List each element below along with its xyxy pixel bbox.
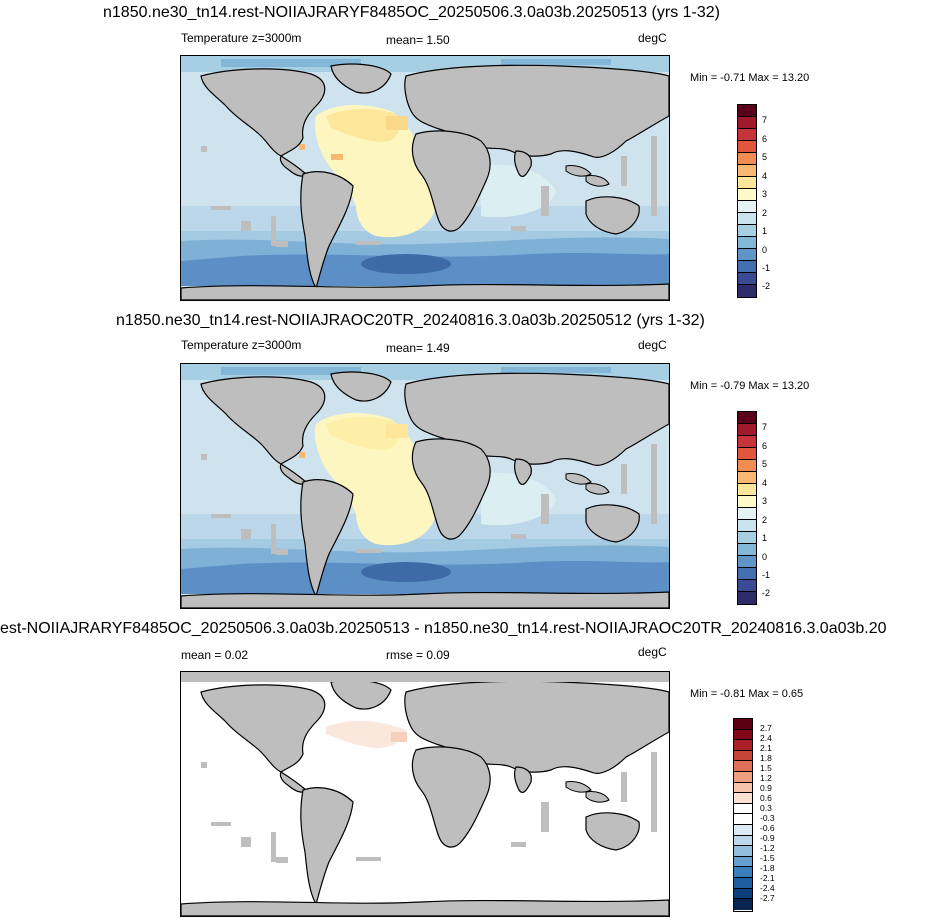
panel2-colorbar-ticks: 7 6 5 4 3 2 1 0 -1 -2 xyxy=(762,411,792,603)
colorbar-tick-label: 0 xyxy=(762,245,768,255)
colorbar-tick-label: 7 xyxy=(762,422,768,432)
colorbar-tick-label: 2.1 xyxy=(760,743,772,753)
panel3-units-label: degC xyxy=(638,645,667,659)
colorbar-tick-label: -0.6 xyxy=(760,823,775,833)
colorbar-tick-label: 1.8 xyxy=(760,753,772,763)
panel1-colorbar xyxy=(737,104,757,298)
panel2-variable-label: Temperature z=3000m xyxy=(181,338,302,352)
colorbar-tick-label: 3 xyxy=(762,189,768,199)
panel2-map xyxy=(180,363,670,609)
colorbar-tick-label: 0.6 xyxy=(760,793,772,803)
panel3-map xyxy=(180,671,670,917)
panel1-units-label: degC xyxy=(638,31,667,45)
panel2-title: n1850.ne30_tn14.rest-NOIIAJRAOC20TR_2024… xyxy=(116,312,705,329)
colorbar-tick-label: 2 xyxy=(762,515,768,525)
colorbar-tick-label: -1 xyxy=(762,570,771,580)
panel1-map xyxy=(180,55,670,301)
colorbar-tick-label: 1 xyxy=(762,226,768,236)
colorbar-tick-label: -2.7 xyxy=(760,893,775,903)
panel2-minmax-label: Min = -0.79 Max = 13.20 xyxy=(690,380,810,392)
panel1-title: n1850.ne30_tn14.rest-NOIIAJRARYF8485OC_2… xyxy=(103,4,721,21)
colorbar-tick-label: -1 xyxy=(762,263,771,273)
panel2-units-label: degC xyxy=(638,338,667,352)
colorbar-tick-label: -2.1 xyxy=(760,873,775,883)
panel3-title: est-NOIIAJRARYF8485OC_20250506.3.0a03b.2… xyxy=(0,620,887,637)
panel2-colorbar xyxy=(737,411,757,605)
panel1-variable-label: Temperature z=3000m xyxy=(181,31,302,45)
panel3-mean-label: mean = 0.02 xyxy=(181,648,249,662)
colorbar-tick-label: -1.8 xyxy=(760,863,775,873)
colorbar-tick-label: 0.3 xyxy=(760,803,772,813)
colorbar-tick-label: 3 xyxy=(762,496,768,506)
colorbar-tick-label: -1.2 xyxy=(760,843,775,853)
colorbar-tick-label: 4 xyxy=(762,171,768,181)
colorbar-tick-label: 0.9 xyxy=(760,783,772,793)
colorbar-tick-label: -2 xyxy=(762,281,771,291)
colorbar-tick-label: 1 xyxy=(762,533,768,543)
panel1-mean-label: mean= 1.50 xyxy=(386,33,450,47)
panel2-map-svg xyxy=(181,364,669,608)
panel3-colorbar xyxy=(733,718,753,912)
colorbar-tick-label: 5 xyxy=(762,152,768,162)
colorbar-tick-label: 5 xyxy=(762,459,768,469)
colorbar-tick-label: 0 xyxy=(762,552,768,562)
colorbar-tick-label: -2 xyxy=(762,588,771,598)
colorbar-tick-label: 2.4 xyxy=(760,733,772,743)
panel3-rmse-label: rmse = 0.09 xyxy=(386,648,450,662)
colorbar-tick-label: 6 xyxy=(762,441,768,451)
colorbar-tick-label: -1.5 xyxy=(760,853,775,863)
colorbar-tick-label: -0.3 xyxy=(760,813,775,823)
colorbar-tick-label: -2.4 xyxy=(760,883,775,893)
colorbar-tick-label: -0.9 xyxy=(760,833,775,843)
panel1-colorbar-ticks: 7 6 5 4 3 2 1 0 -1 -2 xyxy=(762,104,792,296)
panel1-map-svg xyxy=(181,56,669,300)
colorbar-tick-label: 6 xyxy=(762,134,768,144)
panel2-mean-label: mean= 1.49 xyxy=(386,341,450,355)
panel3-map-svg xyxy=(181,672,669,916)
colorbar-tick-label: 1.2 xyxy=(760,773,772,783)
panel1-minmax-label: Min = -0.71 Max = 13.20 xyxy=(690,72,810,84)
panel3-colorbar-ticks: 2.7 2.4 2.1 1.8 1.5 1.2 0.9 0.6 0.3 -0.3… xyxy=(760,718,794,910)
colorbar-tick-label: 1.5 xyxy=(760,763,772,773)
colorbar-tick-label: 2.7 xyxy=(760,723,772,733)
colorbar-tick-label: 2 xyxy=(762,208,768,218)
colorbar-tick-label: 7 xyxy=(762,115,768,125)
panel3-minmax-label: Min = -0.81 Max = 0.65 xyxy=(690,688,804,700)
colorbar-tick-label: 4 xyxy=(762,478,768,488)
